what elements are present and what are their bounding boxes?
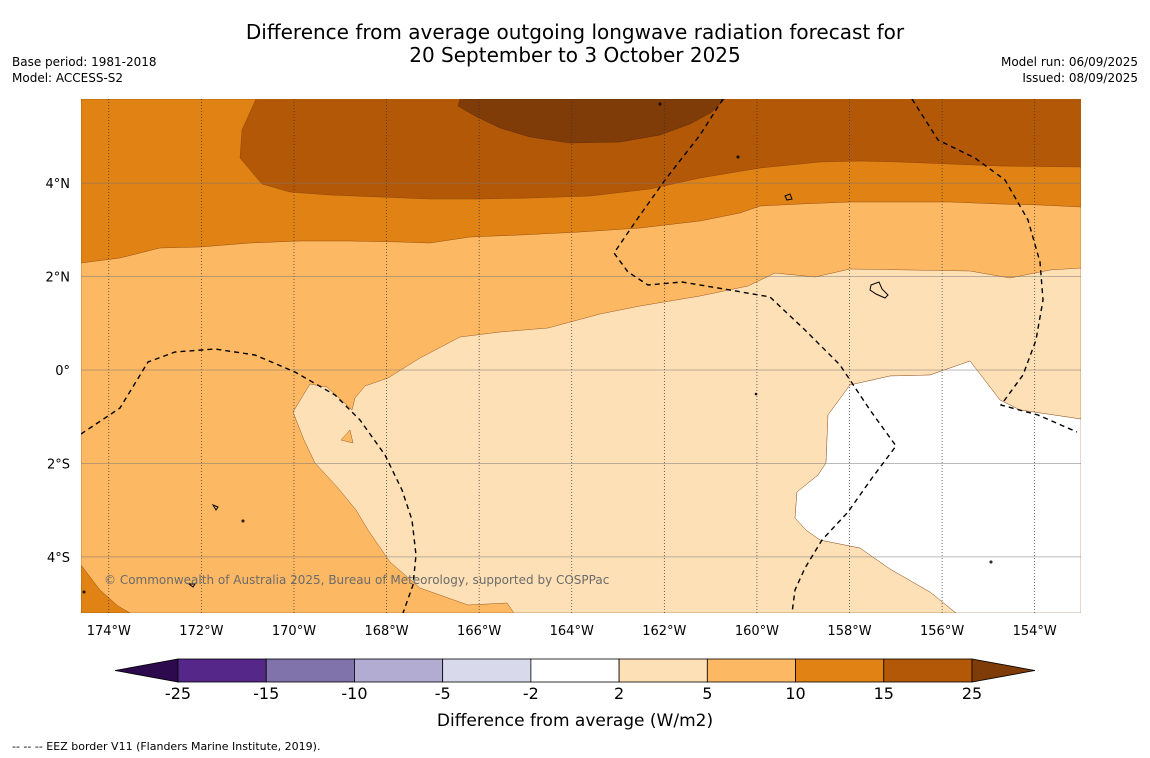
issued-date: Issued: 08/09/2025 (1022, 71, 1138, 85)
colorbar-tick-label: 15 (874, 684, 894, 703)
base-period: Base period: 1981-2018 (12, 55, 157, 69)
colorbar-segment (354, 658, 444, 683)
lon-tick-label: 168°W (364, 624, 408, 639)
colorbar-segment (177, 658, 267, 683)
latitude-labels: 4°N 2°N 0° 2°S 4°S (46, 177, 71, 566)
island-dot (754, 392, 758, 396)
lon-tick-label: 160°W (735, 624, 779, 639)
lat-tick-label: 4°N (46, 177, 71, 192)
colorbar-segment (883, 658, 973, 683)
longitude-labels: 174°W 172°W 170°W 168°W 166°W 164°W 162°W 160°W… (87, 624, 1057, 639)
colorbar-tick-label: 5 (702, 684, 712, 703)
eez-borders (81, 99, 1078, 613)
colorbar-segment (706, 658, 796, 683)
colorbar-tick-label: 10 (785, 684, 805, 703)
colorbar-segment (265, 658, 355, 683)
colorbar-segment (530, 658, 620, 683)
eez-border-east (911, 99, 1078, 433)
anomaly-blob-5-10 (340, 429, 354, 444)
lat-tick-label: 4°S (47, 551, 70, 566)
colorbar-segment (618, 658, 708, 683)
lon-tick-label: 154°W (1013, 624, 1057, 639)
anomaly-region-over-25 (457, 99, 726, 144)
colorbar-segment (442, 658, 532, 683)
lon-tick-label: 164°W (550, 624, 594, 639)
eez-border-central (613, 99, 897, 613)
eez-border-west (81, 348, 417, 613)
lon-tick-label: 172°W (179, 624, 223, 639)
lat-tick-label: 0° (55, 364, 70, 379)
map-field (81, 99, 1081, 613)
colorbar-tick-label: 2 (614, 684, 624, 703)
chart-title-line-2: 20 September to 3 October 2025 (409, 43, 741, 67)
lon-tick-label: 156°W (920, 624, 964, 639)
island-dot (989, 560, 993, 564)
lon-tick-label: 166°W (457, 624, 501, 639)
island-outline (784, 193, 793, 201)
map-gridlines (81, 99, 1081, 613)
colorbar-tick-label: -2 (523, 684, 539, 703)
island-dot (736, 155, 740, 159)
colorbar: -25 -15 -10 -5 -2 2 5 10 15 25 (114, 658, 1036, 703)
meta-right: Model run: 06/09/2025 Issued: 08/09/2025 (1001, 54, 1138, 86)
island-dot (241, 519, 245, 523)
model-run: Model run: 06/09/2025 (1000, 55, 1138, 69)
meta-left: Base period: 1981-2018 Model: ACCESS-S2 (12, 54, 157, 86)
chart-title-line-1: Difference from average outgoing longwav… (245, 20, 905, 44)
colorbar-title: Difference from average (W/m2) (437, 711, 713, 731)
island-outline (187, 583, 196, 588)
islands (82, 102, 993, 594)
model-name: Model: ACCESS-S2 (12, 71, 124, 85)
colorbar-tick-label: -25 (165, 684, 191, 703)
anomaly-region-near-zero (794, 360, 1081, 613)
colorbar-tick-label: -5 (435, 684, 451, 703)
colorbar-tick-label: -10 (341, 684, 367, 703)
colorbar-extend-low (114, 658, 179, 683)
anomaly-corner-10-15 (81, 564, 131, 613)
lon-tick-label: 162°W (642, 624, 686, 639)
colorbar-segment (795, 658, 885, 683)
lat-tick-label: 2°N (46, 271, 71, 286)
colorbar-tick-label: 25 (962, 684, 982, 703)
island-outline (211, 503, 219, 511)
colorbar-extend-high (971, 658, 1036, 683)
lon-tick-label: 170°W (272, 624, 316, 639)
map-credit: © Commonwealth of Australia 2025, Bureau… (104, 573, 609, 587)
eez-legend-note: -- -- -- EEZ border V11 (Flanders Marine… (12, 740, 321, 753)
lon-tick-label: 174°W (87, 624, 131, 639)
colorbar-tick-label: -15 (253, 684, 279, 703)
island-outline (869, 281, 889, 299)
island-dot (82, 590, 86, 594)
lon-tick-label: 158°W (827, 624, 871, 639)
island-dot (658, 102, 662, 106)
lat-tick-label: 2°S (47, 457, 70, 472)
